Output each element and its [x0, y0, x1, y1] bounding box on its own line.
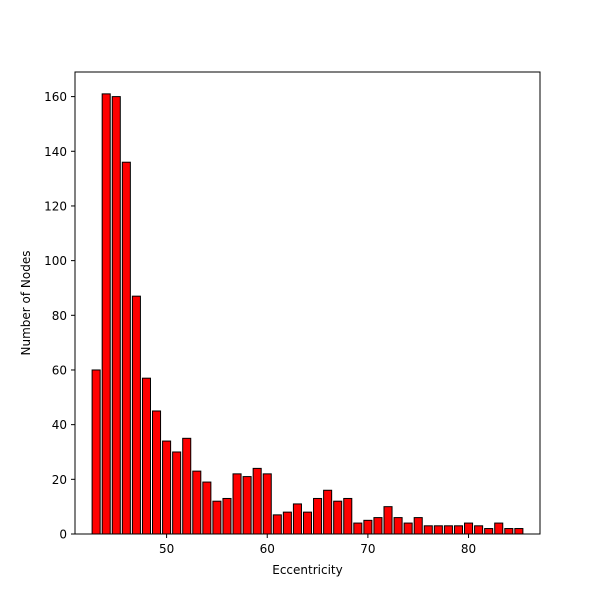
x-tick-label: 80 [461, 542, 476, 556]
bar-61 [272, 514, 282, 535]
bars-group [91, 93, 524, 535]
bar-50 [162, 440, 172, 535]
bar-78 [443, 525, 453, 535]
bar-67 [333, 500, 343, 535]
y-axis-label: Number of Nodes [19, 251, 33, 356]
bar-75 [413, 517, 423, 535]
y-tick-label: 140 [44, 145, 67, 159]
bar-58 [242, 476, 252, 535]
bar-59 [252, 467, 262, 535]
y-tick-label: 40 [52, 418, 67, 432]
bar-82 [484, 528, 494, 535]
bar-84 [504, 528, 514, 535]
bar-83 [494, 522, 504, 535]
bar-76 [423, 525, 433, 535]
y-tick-label: 120 [44, 199, 67, 213]
y-tick-label: 0 [59, 528, 67, 542]
bar-73 [393, 517, 403, 535]
bar-48 [141, 377, 151, 535]
bar-70 [363, 519, 373, 535]
plot-frame [74, 71, 541, 535]
bar-60 [262, 473, 272, 535]
y-tick-label: 60 [52, 363, 67, 377]
bar-69 [353, 522, 363, 535]
x-axis-ticks: 50 60 70 80 [159, 534, 476, 556]
bar-65 [313, 497, 323, 535]
bar-46 [121, 161, 131, 535]
bar-44 [101, 93, 111, 535]
x-tick-label: 50 [159, 542, 174, 556]
bar-74 [403, 522, 413, 535]
bar-71 [373, 517, 383, 535]
y-tick-label: 20 [52, 473, 67, 487]
bar-72 [383, 506, 393, 535]
bar-66 [323, 489, 333, 535]
bar-47 [131, 295, 141, 535]
bar-45 [111, 96, 121, 535]
bar-51 [172, 451, 182, 535]
bar-54 [202, 481, 212, 535]
y-axis-ticks: 0 20 40 60 80 100 120 140 160 [44, 90, 75, 542]
bar-43 [91, 369, 101, 535]
bar-68 [343, 497, 353, 535]
bar-56 [222, 497, 232, 535]
bar-77 [433, 525, 443, 535]
bar-80 [464, 522, 474, 535]
y-tick-label: 160 [44, 90, 67, 104]
y-tick-label: 100 [44, 254, 67, 268]
y-tick-label: 80 [52, 309, 67, 323]
bar-62 [282, 511, 292, 535]
bar-64 [302, 511, 313, 535]
bar-57 [232, 473, 242, 535]
bar-52 [182, 437, 192, 535]
bar-63 [292, 503, 302, 535]
bar-53 [192, 470, 202, 535]
x-tick-label: 70 [360, 542, 375, 556]
x-tick-label: 60 [260, 542, 275, 556]
bar-79 [453, 525, 464, 535]
bar-81 [474, 525, 484, 535]
bar-85 [514, 528, 524, 535]
bar-49 [152, 410, 162, 535]
x-axis-label: Eccentricity [272, 563, 342, 577]
bar-55 [212, 500, 222, 535]
